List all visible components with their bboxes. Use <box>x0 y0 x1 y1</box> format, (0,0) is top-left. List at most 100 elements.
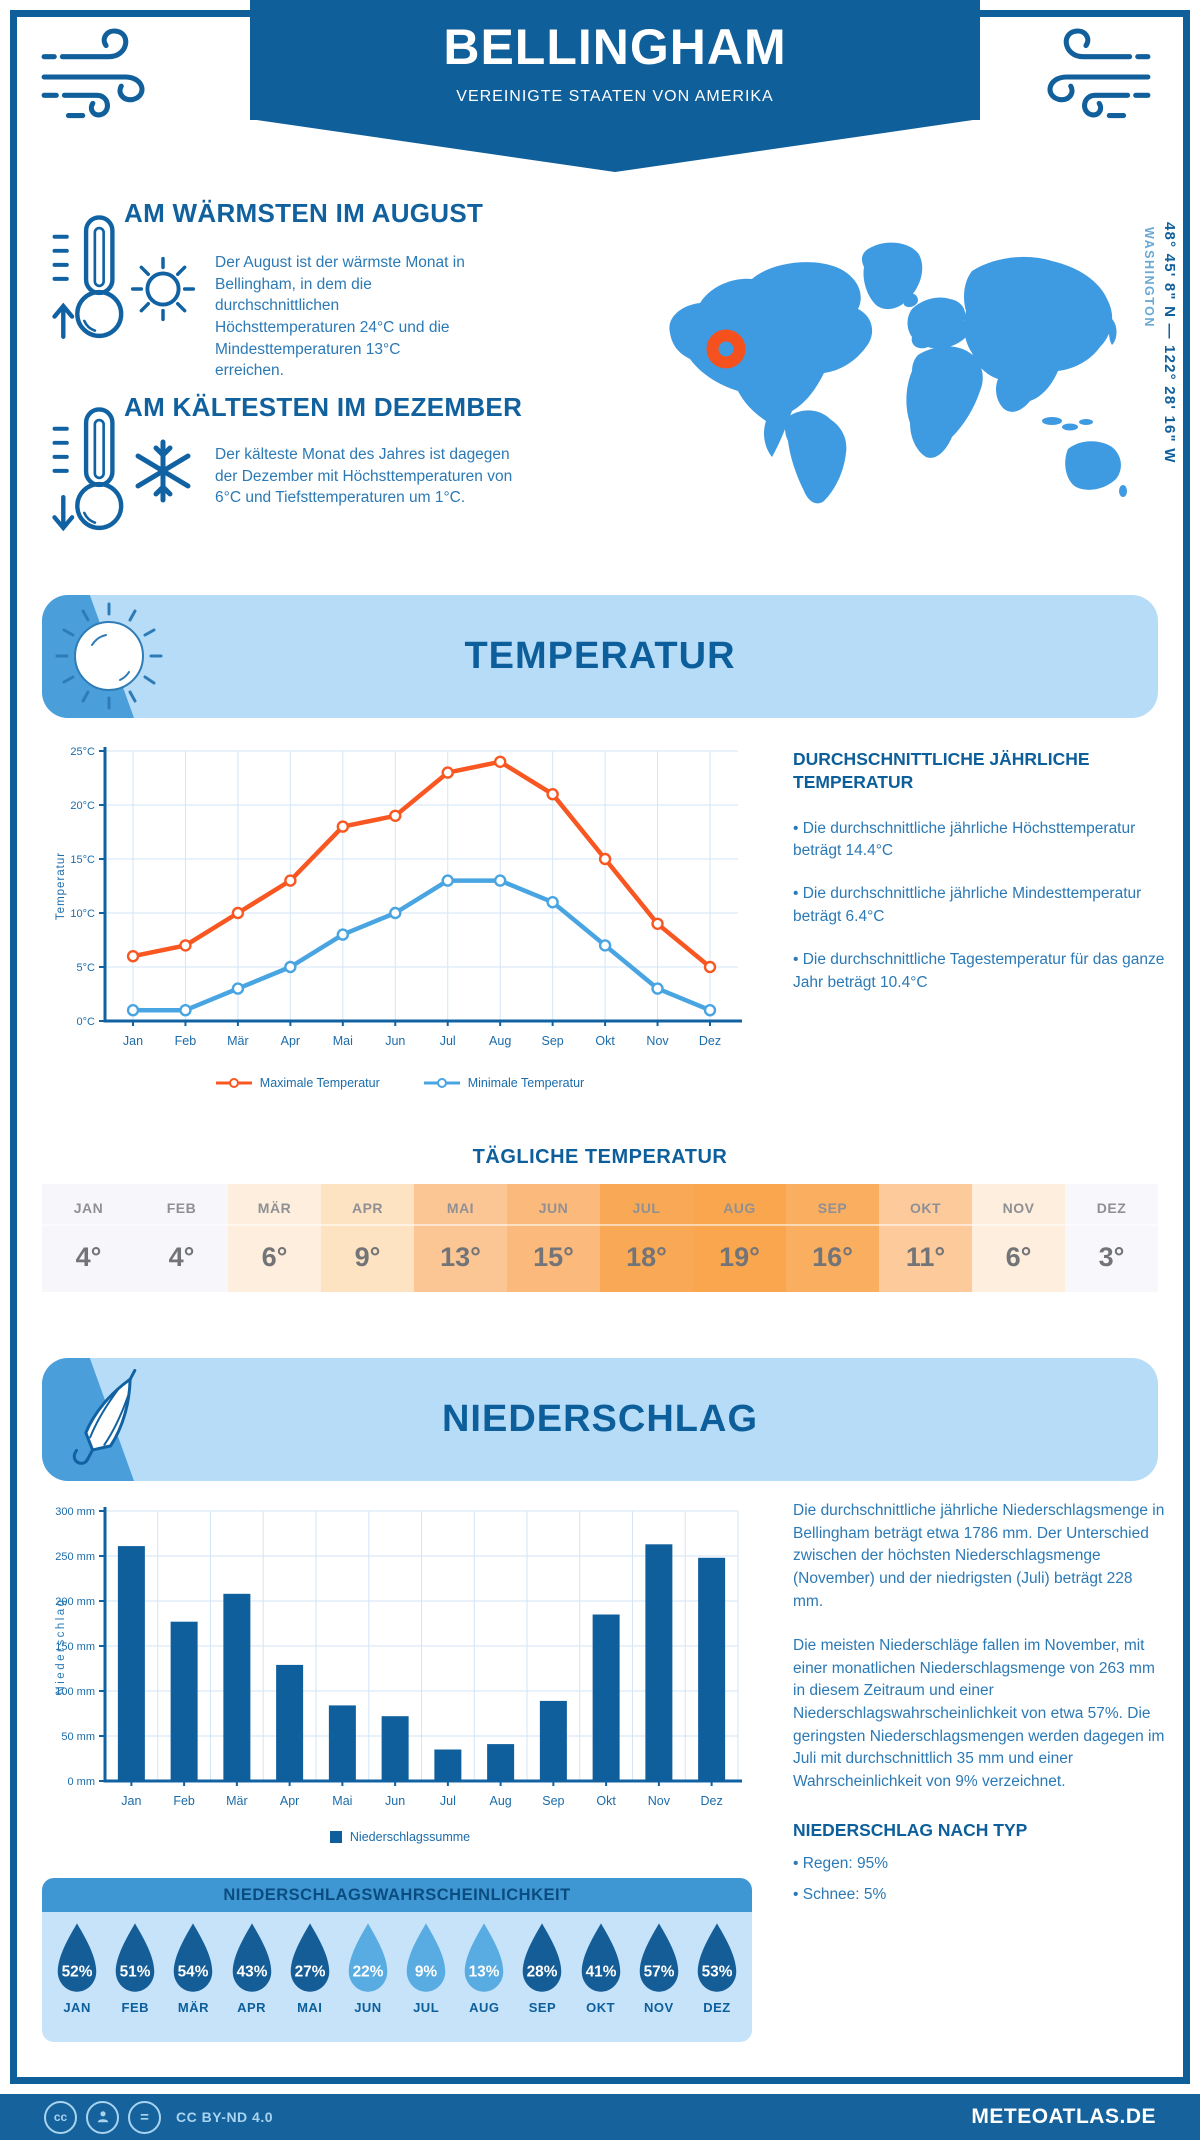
map-coordinates: 48° 45' 8" N — 122° 28' 16" W <box>1161 222 1178 464</box>
umbrella-icon <box>72 1368 137 1465</box>
daily-temperature-cell: OKT 11° <box>879 1184 972 1292</box>
svg-text:5°C: 5°C <box>77 962 96 974</box>
precipitation-type-item: • Regen: 95% <box>793 1854 889 1872</box>
daily-temperature-cell: NOV 6° <box>972 1184 1065 1292</box>
daily-temperature-cell: APR 9° <box>321 1184 414 1292</box>
month-label: DEZ <box>703 2000 731 2015</box>
month-label: JAN <box>63 2000 91 2015</box>
svg-text:9%: 9% <box>415 1963 438 1980</box>
month-label: OKT <box>879 1184 972 1226</box>
svg-text:Aug: Aug <box>489 1034 511 1048</box>
daily-temperature-cell: JAN 4° <box>42 1184 135 1292</box>
probability-panel: 52% JAN 51% FEB 54% MÄR 43% APR 27% MAI 22% JUN 9% JU… <box>42 1912 752 2042</box>
frame-right <box>1183 10 1190 2084</box>
frame-top-right <box>980 10 1190 17</box>
temperature-value: 16° <box>812 1242 853 1272</box>
svg-text:Apr: Apr <box>280 1794 299 1808</box>
month-label: FEB <box>121 2000 149 2015</box>
frame-bottom <box>10 2077 1190 2084</box>
temperature-value: 11° <box>905 1242 946 1272</box>
precip-probability-drop: 9% JUL <box>397 1920 455 2015</box>
temperature-value: 6° <box>261 1242 288 1272</box>
month-label: SEP <box>786 1184 879 1226</box>
thermometer-up-icon <box>52 215 124 339</box>
probability-panel-title: NIEDERSCHLAGSWAHRSCHEINLICHKEIT <box>42 1878 752 1912</box>
svg-text:Sep: Sep <box>542 1794 564 1808</box>
banner-chevron <box>250 119 980 172</box>
precip-probability-drop: 41% OKT <box>572 1920 630 2015</box>
precip-probability-drop: 57% NOV <box>630 1920 688 2015</box>
svg-text:22%: 22% <box>353 1963 384 1980</box>
svg-text:Mai: Mai <box>332 1794 352 1808</box>
wind-icon <box>41 28 145 119</box>
precipitation-chart: 0 mm 50 mm 100 mm 150 mm 200 mm 250 mm 300 mm J… <box>55 1506 742 1808</box>
svg-text:Jul: Jul <box>440 1034 456 1048</box>
snowflake-icon <box>135 439 191 503</box>
temperature-legend: Maximale Temperatur Minimale Temperatur <box>50 1076 750 1090</box>
svg-text:150 mm: 150 mm <box>55 1641 95 1653</box>
site-name: METEOATLAS.DE <box>971 2105 1156 2128</box>
month-label: JUN <box>354 2000 382 2015</box>
svg-text:300 mm: 300 mm <box>55 1506 95 1518</box>
sun-icon <box>55 602 163 710</box>
temperature-value: 9° <box>354 1242 381 1272</box>
legend-label: Niederschlagssumme <box>349 1830 471 1844</box>
temperature-section-band: TEMPERATUR <box>42 595 1158 718</box>
svg-text:0°C: 0°C <box>77 1016 96 1028</box>
legend-item: Minimale Temperatur <box>423 1076 584 1090</box>
precip-probability-drop: 51% FEB <box>106 1920 164 2015</box>
precip-probability-drop: 53% DEZ <box>688 1920 746 2015</box>
month-label: JUL <box>600 1184 693 1226</box>
daily-temperature-cell: MAI 13° <box>414 1184 507 1292</box>
wind-icon <box>1047 28 1151 119</box>
svg-text:53%: 53% <box>702 1963 733 1980</box>
svg-text:25°C: 25°C <box>70 746 95 758</box>
svg-text:50 mm: 50 mm <box>61 1731 95 1743</box>
svg-text:Mär: Mär <box>227 1034 249 1048</box>
warmest-heading: AM WÄRMSTEN IM AUGUST <box>124 198 484 228</box>
precipitation-band-title: NIEDERSCHLAG <box>441 1398 759 1440</box>
temperature-value: 4° <box>75 1242 102 1272</box>
month-label: JUN <box>507 1184 600 1226</box>
month-label: AUG <box>469 2000 500 2015</box>
page-subtitle: VEREINIGTE STAATEN VON AMERIKA <box>456 88 774 105</box>
precip-probability-drop: 27% MAI <box>281 1920 339 2015</box>
svg-text:Feb: Feb <box>173 1794 195 1808</box>
svg-text:52%: 52% <box>62 1963 93 1980</box>
thermometer-down-icon <box>52 407 124 532</box>
svg-text:Jan: Jan <box>123 1034 143 1048</box>
sun-icon <box>130 256 196 322</box>
svg-text:Apr: Apr <box>281 1034 300 1048</box>
svg-text:57%: 57% <box>643 1963 674 1980</box>
legend-swatch <box>329 1831 342 1843</box>
month-label: MAI <box>297 2000 323 2015</box>
temperature-band-title: TEMPERATUR <box>464 635 736 677</box>
temperature-value: 3° <box>1098 1242 1125 1272</box>
month-label: DEZ <box>1065 1184 1158 1226</box>
temperature-value: 4° <box>168 1242 195 1272</box>
precipitation-type-title: NIEDERSCHLAG NACH TYP <box>793 1819 1028 1840</box>
probability-drops: 52% JAN 51% FEB 54% MÄR 43% APR 27% MAI 22% JUN 9% JU… <box>48 1920 746 2015</box>
page-title: BELLINGHAM <box>443 19 787 75</box>
svg-text:28%: 28% <box>527 1963 558 1980</box>
daily-temperature-cell: DEZ 3° <box>1065 1184 1158 1292</box>
svg-text:Jan: Jan <box>121 1794 141 1808</box>
temperature-value: 18° <box>626 1242 667 1272</box>
cc-icon: cc <box>44 2100 77 2134</box>
daily-temperature-cell: MÄR 6° <box>228 1184 321 1292</box>
temperature-chart: 0°C 5°C 10°C 15°C 20°C 25°C Jan Feb Mär Apr Mai Jun… <box>55 746 742 1048</box>
svg-text:Niederschlag: Niederschlag <box>55 1597 67 1694</box>
svg-text:0 mm: 0 mm <box>68 1776 96 1788</box>
svg-text:Feb: Feb <box>175 1034 197 1048</box>
svg-text:Sep: Sep <box>542 1034 564 1048</box>
precipitation-paragraph: Die durchschnittliche jährliche Niedersc… <box>793 1502 1165 1610</box>
precip-probability-drop: 52% JAN <box>48 1920 106 2015</box>
header-banner: BELLINGHAM VEREINIGTE STAATEN VON AMERIK… <box>250 0 980 120</box>
precip-probability-drop: 43% APR <box>223 1920 281 2015</box>
month-label: APR <box>237 2000 267 2015</box>
month-label: NOV <box>643 2000 674 2015</box>
svg-text:10°C: 10°C <box>70 908 95 920</box>
temperature-value: 6° <box>1005 1242 1032 1272</box>
precip-probability-drop: 22% JUN <box>339 1920 397 2015</box>
